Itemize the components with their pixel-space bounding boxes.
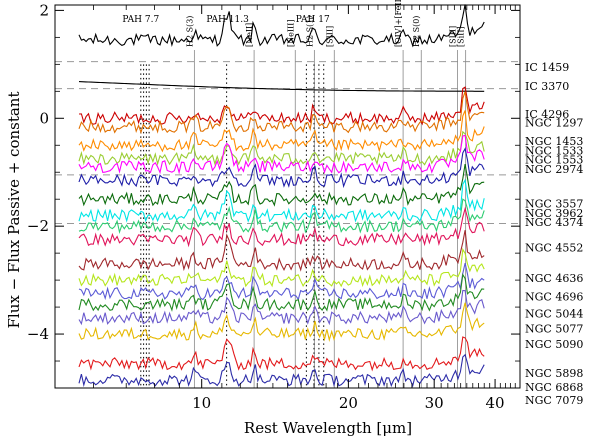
y-axis-label: Flux − Flux Passive + constant: [5, 92, 23, 329]
galaxy-label: NGC 3962: [525, 207, 583, 220]
galaxy-label: NGC 4552: [525, 242, 583, 255]
series-line: [78, 198, 485, 235]
galaxy-label: NGC 2974: [525, 163, 583, 176]
series-line: [78, 262, 485, 301]
line-marker-label: H2 S(3): [185, 16, 194, 47]
galaxy-label: NGC 3557: [525, 198, 583, 211]
galaxy-label: IC 3370: [525, 80, 569, 93]
feature-label: PAH 11.3: [206, 15, 249, 25]
galaxy-label: NGC 1297: [525, 117, 583, 130]
galaxy-label: NGC 1453: [525, 135, 583, 148]
series-line: [78, 353, 485, 388]
series-line: [78, 164, 485, 207]
series-line: [78, 302, 485, 342]
line-marker-label: [SIII]: [448, 26, 457, 47]
line-marker-label: [NeII]: [245, 23, 254, 47]
galaxy-label: NGC 5077: [525, 323, 583, 336]
series-line: [78, 81, 485, 92]
series-line: [78, 4, 485, 48]
series-line: [78, 247, 485, 288]
line-marker-label: H2 S(0): [412, 16, 421, 47]
feature-label: PAH 17: [296, 15, 330, 25]
y-tick-label: −2: [27, 217, 49, 235]
galaxy-label: NGC 4696: [525, 290, 583, 303]
series-line: [78, 86, 485, 126]
galaxy-label: NGC 7079: [525, 394, 583, 407]
x-tick-label: 40: [486, 394, 505, 412]
line-marker-label: H2 S(1): [305, 16, 314, 47]
series-line: [78, 134, 485, 175]
x-tick-label: 20: [339, 394, 358, 412]
series-line: [78, 230, 485, 272]
line-marker-label: [SIII]: [325, 26, 334, 47]
line-marker-label: [OIV]+[FeII]: [394, 0, 403, 47]
series-line: [78, 110, 485, 153]
galaxy-label: IC 4296: [525, 108, 569, 121]
series-line: [78, 147, 485, 189]
series-line: [78, 336, 485, 372]
x-tick-label: 10: [192, 394, 211, 412]
feature-label: PAH 7.7: [122, 15, 159, 25]
series-line: [78, 206, 485, 248]
series-line: [78, 130, 485, 166]
series-line: [78, 91, 485, 135]
pah-features: PAH 7.7 PAH 11.3 PAH 17: [122, 15, 330, 388]
galaxy-label: NGC 5898: [525, 367, 583, 380]
line-marker-label: [NeIII]: [286, 20, 295, 47]
line-marker-label: [SiII]: [457, 26, 466, 47]
galaxy-label: NGC 5044: [525, 308, 583, 321]
galaxy-label: NGC 1553: [525, 153, 583, 166]
y-tick-label: −4: [27, 325, 49, 343]
spectra-series: [78, 4, 485, 388]
galaxy-label: NGC 4374: [525, 216, 583, 229]
y-tick-label: 0: [39, 109, 49, 127]
series-line: [78, 178, 485, 223]
series-line: [78, 289, 485, 326]
galaxy-label: NGC 1533: [525, 145, 583, 158]
x-axis-label: Rest Wavelength [μm]: [244, 419, 412, 437]
galaxy-label: IC 1459: [525, 61, 569, 74]
galaxy-label: NGC 5090: [525, 338, 583, 351]
series-line: [78, 273, 485, 312]
y-tick-label: 2: [39, 1, 49, 19]
galaxy-label: NGC 6868: [525, 381, 583, 394]
galaxy-label: NGC 4636: [525, 272, 583, 285]
x-tick-label: 30: [425, 394, 444, 412]
